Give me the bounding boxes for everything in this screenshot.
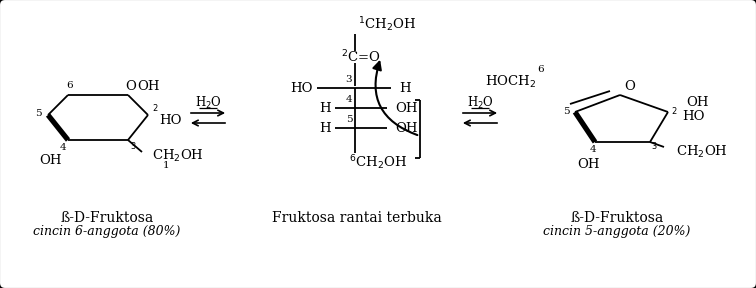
Text: 4: 4 [60,143,67,151]
Text: Fruktosa rantai terbuka: Fruktosa rantai terbuka [272,211,442,225]
Text: $^2$C=O: $^2$C=O [341,49,381,65]
Text: HOCH$_2$: HOCH$_2$ [485,74,536,90]
Text: OH: OH [39,154,61,166]
Text: 5: 5 [345,115,352,124]
Text: 6: 6 [538,65,544,75]
Text: 1: 1 [163,162,169,170]
Text: $^1$CH$_2$OH: $^1$CH$_2$OH [358,16,416,34]
Text: H: H [319,101,331,115]
Text: OH: OH [395,101,417,115]
Text: CH$_2$OH: CH$_2$OH [152,148,204,164]
Text: 4: 4 [590,145,596,154]
Text: ß-D-Fruktosa: ß-D-Fruktosa [570,211,664,225]
Text: 5: 5 [35,109,42,118]
FancyArrowPatch shape [373,62,417,135]
Text: HO: HO [159,113,181,126]
Text: cincin 6-anggota (80%): cincin 6-anggota (80%) [33,225,181,238]
Text: ß-D-Fruktosa: ß-D-Fruktosa [60,211,153,225]
Text: 5: 5 [562,107,569,115]
Text: 4: 4 [345,94,352,103]
Text: 6: 6 [67,81,73,90]
Text: $_3$: $_3$ [651,139,657,153]
Text: $^2$: $^2$ [671,107,677,120]
Text: 3: 3 [345,75,352,84]
Text: H: H [399,82,411,94]
Text: O: O [125,79,136,92]
Text: CH$_2$OH: CH$_2$OH [676,144,728,160]
Text: OH: OH [686,96,708,109]
Text: OH: OH [395,122,417,134]
Text: $^2$: $^2$ [152,105,158,118]
Text: $_3$: $_3$ [130,139,136,151]
Text: cincin 5-anggota (20%): cincin 5-anggota (20%) [544,225,691,238]
Text: $^6$CH$_2$OH: $^6$CH$_2$OH [349,154,407,172]
Text: HO: HO [290,82,313,94]
Text: H$_2$O: H$_2$O [194,95,222,111]
Text: OH: OH [137,79,160,92]
Text: HO: HO [682,111,705,124]
Text: H: H [319,122,331,134]
Text: OH: OH [578,158,600,170]
Text: H$_2$O: H$_2$O [466,95,494,111]
Text: O: O [624,81,636,94]
